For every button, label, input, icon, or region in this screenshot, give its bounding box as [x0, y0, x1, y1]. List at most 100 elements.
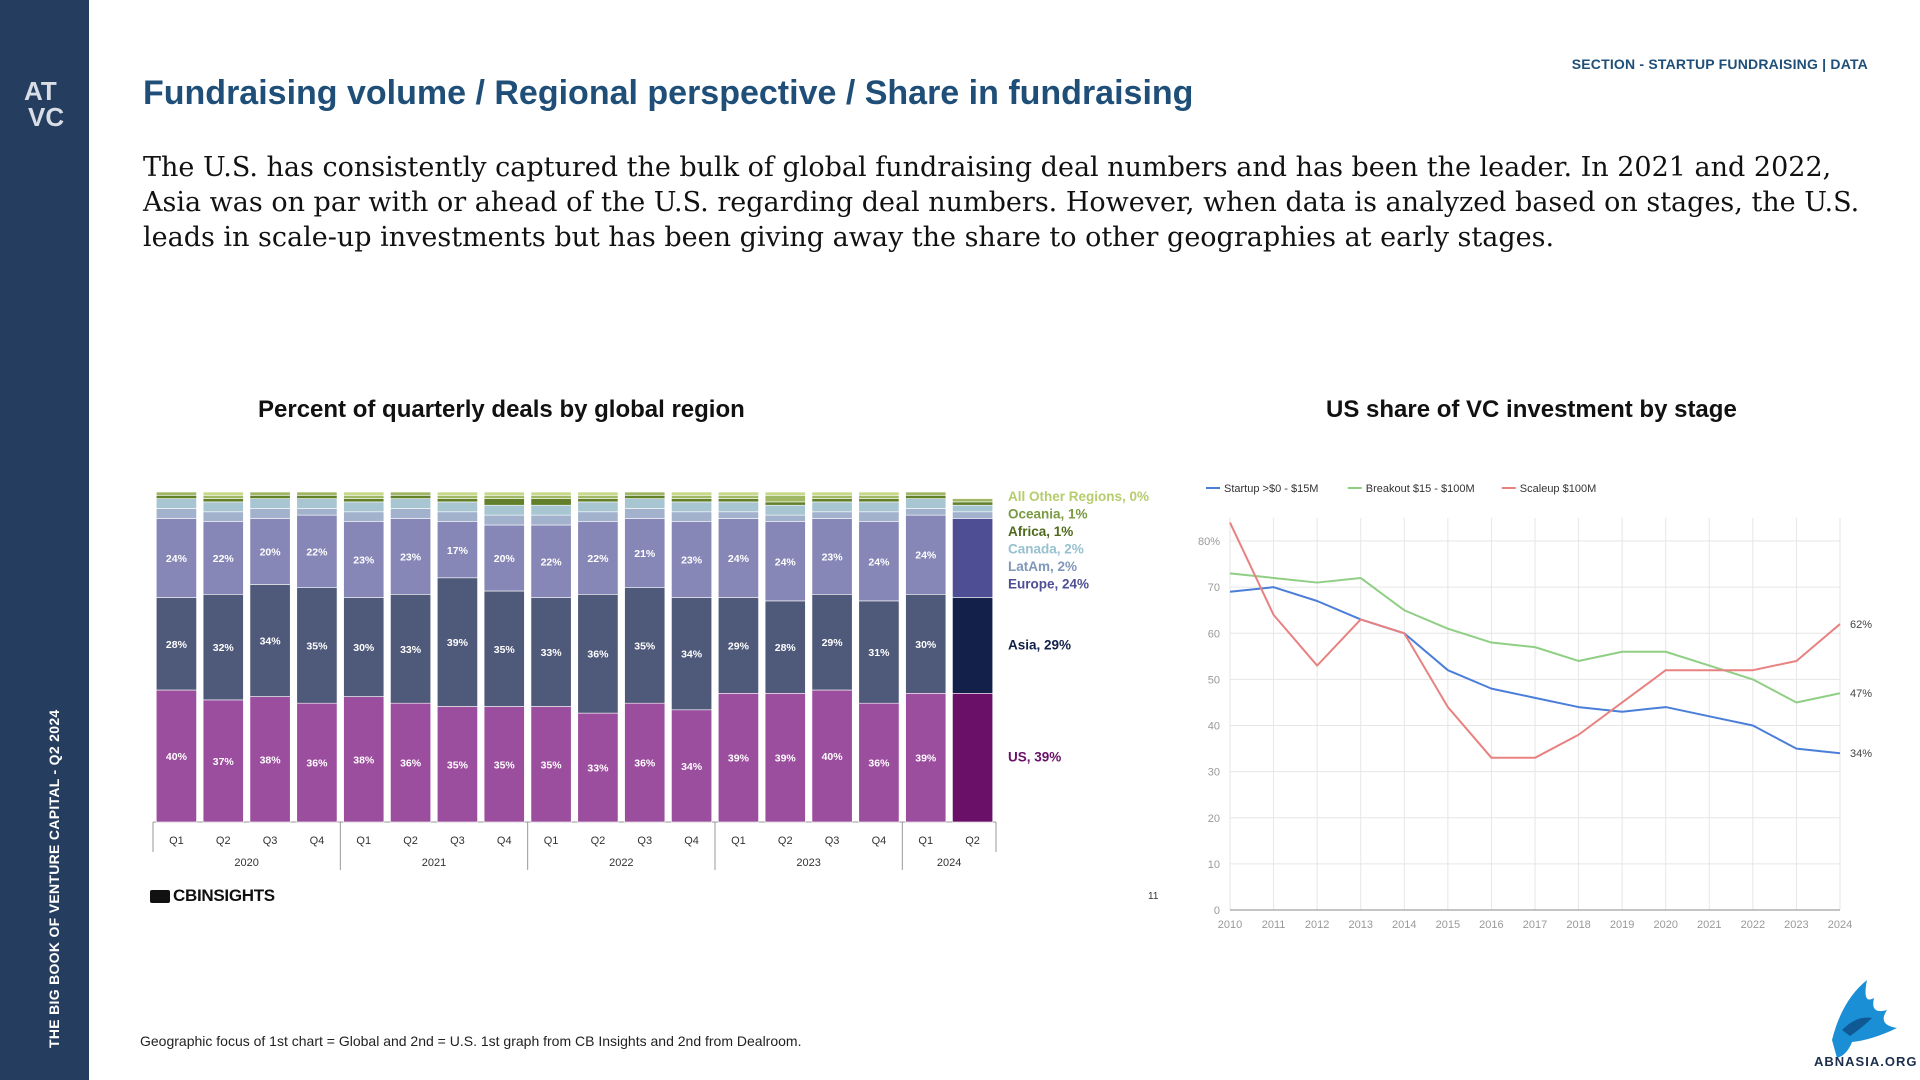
- bar-data-label: 24%: [728, 553, 750, 565]
- bar-data-label: 30%: [915, 639, 937, 651]
- bar-segment-latam: [952, 511, 994, 519]
- x-tick-label: 2024: [1828, 919, 1852, 931]
- bar-segment-africa: [436, 498, 478, 503]
- bar-segment-asia: [764, 600, 806, 694]
- x-tick-label: Q3: [825, 835, 840, 847]
- page-number: 11: [1148, 891, 1159, 902]
- bar-data-label: 40%: [822, 751, 844, 763]
- bar-data-label: 23%: [400, 551, 422, 563]
- y-tick-label: 0: [1214, 905, 1220, 917]
- y-tick-label: 10: [1208, 859, 1220, 871]
- bar-data-label: 35%: [494, 759, 516, 771]
- x-tick-label: Q1: [544, 835, 559, 847]
- description-paragraph: The U.S. has consistently captured the b…: [143, 152, 1860, 253]
- bar-segment-europe: [764, 521, 806, 602]
- bar-segment-europe: [717, 518, 759, 598]
- legend-label: Startup >$0 - $15M: [1224, 483, 1318, 495]
- bar-segment-us: [249, 696, 291, 823]
- bar-segment-oceania: [577, 494, 619, 499]
- bar-segment-europe: [952, 518, 994, 598]
- legend-label: Oceania, 1%: [1008, 507, 1088, 522]
- bar-segment-canada: [624, 498, 666, 509]
- bar-segment-europe: [343, 521, 385, 598]
- bar-segment-oceania: [858, 494, 900, 499]
- bar-data-label: 30%: [353, 642, 375, 654]
- bar-segment-asia: [155, 597, 197, 691]
- bar-segment-latam: [905, 508, 947, 516]
- bar-segment-africa: [249, 494, 291, 499]
- bar-segment-africa: [155, 494, 197, 499]
- bar-data-label: 36%: [306, 758, 328, 770]
- bar-segment-canada: [530, 504, 572, 516]
- bar-segment-all-other-regions: [530, 491, 572, 496]
- bar-segment-oceania: [343, 494, 385, 499]
- x-tick-label: 2013: [1348, 919, 1372, 931]
- bar-segment-latam: [155, 508, 197, 519]
- y-tick-label: 30: [1208, 767, 1220, 779]
- x-tick-label: Q4: [684, 835, 699, 847]
- bar-segment-oceania: [296, 491, 338, 496]
- bar-segment-us: [905, 693, 947, 823]
- bar-segment-all-other-regions: [483, 491, 525, 496]
- footnote: Geographic focus of 1st chart = Global a…: [140, 1033, 802, 1049]
- bar-segment-africa: [202, 498, 244, 503]
- atvc-logo: AT VC: [24, 76, 64, 128]
- bar-segment-canada: [155, 498, 197, 509]
- x-tick-label: 2017: [1523, 919, 1547, 931]
- bar-segment-all-other-regions: [717, 491, 759, 496]
- bar-segment-canada: [858, 501, 900, 513]
- x-tick-label: Q3: [450, 835, 465, 847]
- bar-data-label: 22%: [213, 553, 235, 565]
- x-tick-label: Q2: [591, 835, 606, 847]
- bar-segment-oceania: [624, 491, 666, 496]
- x-tick-label: Q4: [872, 835, 887, 847]
- bar-segment-asia: [296, 587, 338, 704]
- x-tick-label: Q4: [497, 835, 512, 847]
- x-tick-label: 2010: [1218, 919, 1242, 931]
- legend-label: Canada, 2%: [1008, 542, 1084, 557]
- bar-segment-canada: [436, 501, 478, 513]
- bar-segment-oceania: [390, 491, 432, 496]
- bar-segment-canada: [671, 501, 713, 513]
- bar-segment-latam: [296, 508, 338, 516]
- bar-data-label: 35%: [634, 640, 656, 652]
- x-tick-label: 2016: [1479, 919, 1503, 931]
- bar-segment-all-other-regions: [671, 491, 713, 496]
- bar-segment-latam: [671, 511, 713, 522]
- bar-segment-canada: [811, 501, 853, 513]
- bar-segment-asia: [858, 600, 900, 704]
- bar-segment-oceania: [483, 494, 525, 499]
- bar-segment-africa: [390, 494, 432, 499]
- cb-insights-wordmark: CBINSIGHTS: [173, 886, 275, 905]
- bar-data-label: 23%: [681, 555, 703, 567]
- bar-data-label: 28%: [775, 642, 797, 654]
- legend-label: Breakout $15 - $100M: [1366, 483, 1475, 495]
- logo-letters-top: AT: [24, 76, 57, 106]
- bar-data-label: 38%: [353, 754, 375, 766]
- bar-segment-all-other-regions: [764, 491, 806, 496]
- bar-segment-africa: [624, 494, 666, 499]
- bar-segment-us: [436, 706, 478, 823]
- bar-data-label: 34%: [681, 761, 703, 773]
- bar-segment-oceania: [764, 494, 806, 503]
- bar-segment-oceania: [436, 494, 478, 499]
- bar-data-label: 20%: [494, 553, 516, 565]
- bar-segment-us: [717, 693, 759, 823]
- x-tick-label: Q1: [731, 835, 746, 847]
- bar-segment-europe: [436, 521, 478, 579]
- x-tick-label: 2012: [1305, 919, 1329, 931]
- x-tick-label: Q1: [918, 835, 933, 847]
- bar-data-label: 29%: [822, 637, 844, 649]
- bar-segment-latam: [577, 511, 619, 522]
- x-tick-label: 2015: [1436, 919, 1460, 931]
- bar-segment-europe: [858, 521, 900, 602]
- bar-segment-africa: [952, 501, 994, 506]
- series-line-startup: [1229, 586, 1841, 755]
- bar-segment-oceania: [155, 491, 197, 496]
- bar-data-label: 22%: [541, 556, 563, 568]
- bar-segment-canada: [952, 504, 994, 513]
- cb-insights-logo: CBINSIGHTS: [150, 886, 275, 906]
- bar-data-label: 34%: [260, 636, 282, 648]
- bar-segment-europe: [249, 518, 291, 585]
- bar-segment-oceania: [905, 491, 947, 496]
